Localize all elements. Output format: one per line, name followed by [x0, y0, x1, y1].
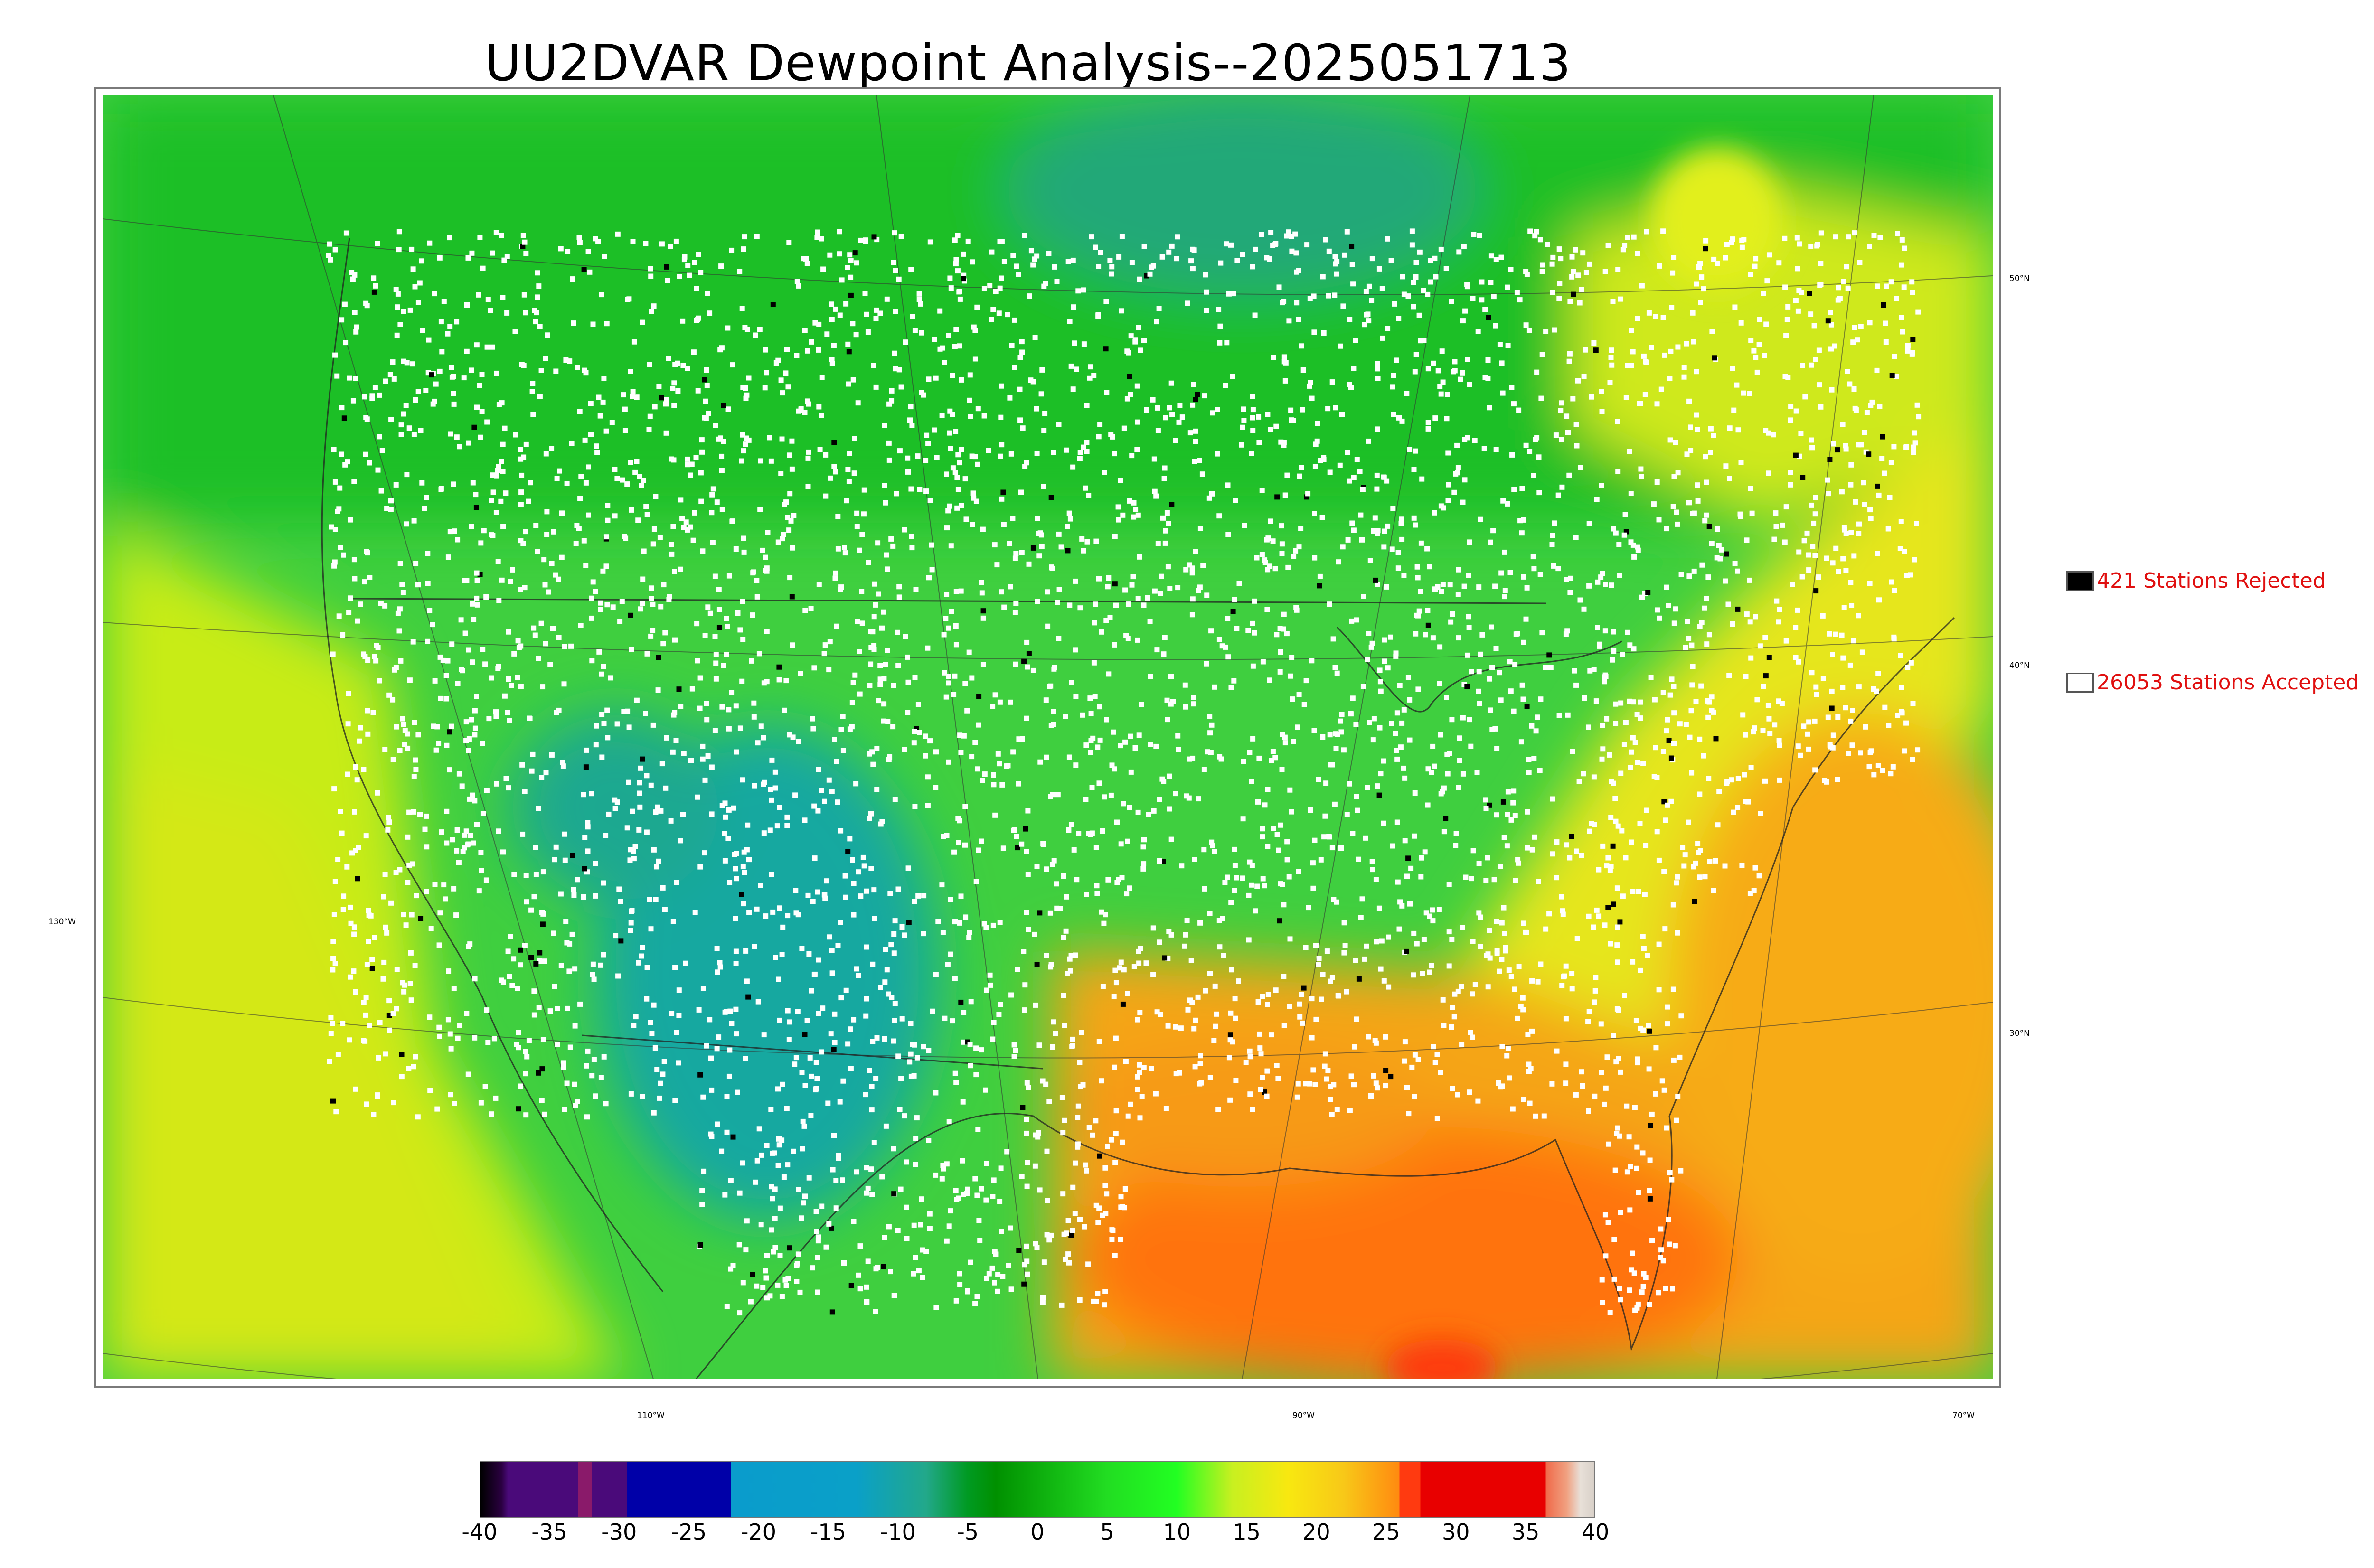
- coastlines: [321, 237, 1955, 1379]
- colorbar-tick: 30: [1441, 1519, 1470, 1545]
- colorbar-tick: -15: [810, 1519, 846, 1545]
- rejected-label: 421 Stations Rejected: [2097, 569, 2326, 593]
- colorbar-tick: -25: [671, 1519, 707, 1545]
- map-panel[interactable]: 50°N 40°N 30°N 130°W 110°W 90°W 70°W: [48, 87, 2030, 1420]
- lon-label-110w: 110°W: [637, 1411, 665, 1420]
- lon-label-130w: 130°W: [48, 917, 76, 927]
- colorbar-tick: -40: [462, 1519, 498, 1545]
- colorbar-tick: 25: [1372, 1519, 1400, 1545]
- colorbar-tick: 15: [1233, 1519, 1261, 1545]
- colorbar-tick: -35: [531, 1519, 567, 1545]
- station-markers: [326, 228, 1922, 1316]
- accepted-swatch: [2066, 672, 2094, 693]
- lat-label-30n: 30°N: [2009, 1029, 2030, 1038]
- accepted-label: 26053 Stations Accepted: [2097, 670, 2359, 695]
- map-title: UU2DVAR Dewpoint Analysis--2025051713: [484, 34, 1572, 92]
- colorbar: [480, 1461, 1595, 1518]
- colorbar-tick: 5: [1100, 1519, 1114, 1545]
- lat-label-50n: 50°N: [2009, 274, 2030, 283]
- lon-label-70w: 70°W: [1952, 1411, 1975, 1420]
- colorbar-tick: -20: [740, 1519, 777, 1545]
- colorbar-tick: -30: [601, 1519, 637, 1545]
- legend-accepted: 26053 Stations Accepted: [2066, 670, 2359, 695]
- rejected-swatch: [2066, 571, 2094, 591]
- colorbar-tick: -5: [957, 1519, 979, 1545]
- colorbar-tick: -10: [880, 1519, 916, 1545]
- colorbar-tick: 35: [1511, 1519, 1540, 1545]
- legend-rejected: 421 Stations Rejected: [2066, 569, 2326, 593]
- colorbar-tick: 10: [1163, 1519, 1191, 1545]
- colorbar-tick: 0: [1030, 1519, 1045, 1545]
- dewpoint-map[interactable]: [103, 95, 1993, 1379]
- lon-label-90w: 90°W: [1292, 1411, 1315, 1420]
- colorbar-tick: 20: [1302, 1519, 1330, 1545]
- lat-label-40n: 40°N: [2009, 661, 2030, 670]
- colorbar-tick: 40: [1581, 1519, 1610, 1545]
